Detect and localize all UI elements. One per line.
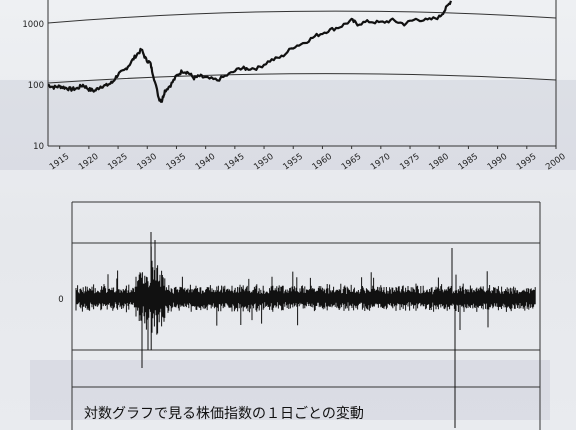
figure-caption: 対数グラフで見る株価指数の１日ごとの変動: [84, 405, 364, 422]
bottom-chart: 0 対数グラフで見る株価指数の１日ごとの変動: [58, 201, 541, 430]
page-texture: [0, 80, 576, 420]
daily-change-series: [75, 232, 536, 428]
stock-index-line: [47, 0, 452, 103]
y-tick-label: 1000: [22, 20, 44, 30]
gridline-1000: [47, 10, 557, 24]
bottom-y-tick-label: 0: [58, 295, 63, 305]
y-tick-label: 100: [28, 81, 44, 91]
gridline-100: [47, 73, 557, 84]
y-tick-label: 10: [33, 142, 44, 152]
